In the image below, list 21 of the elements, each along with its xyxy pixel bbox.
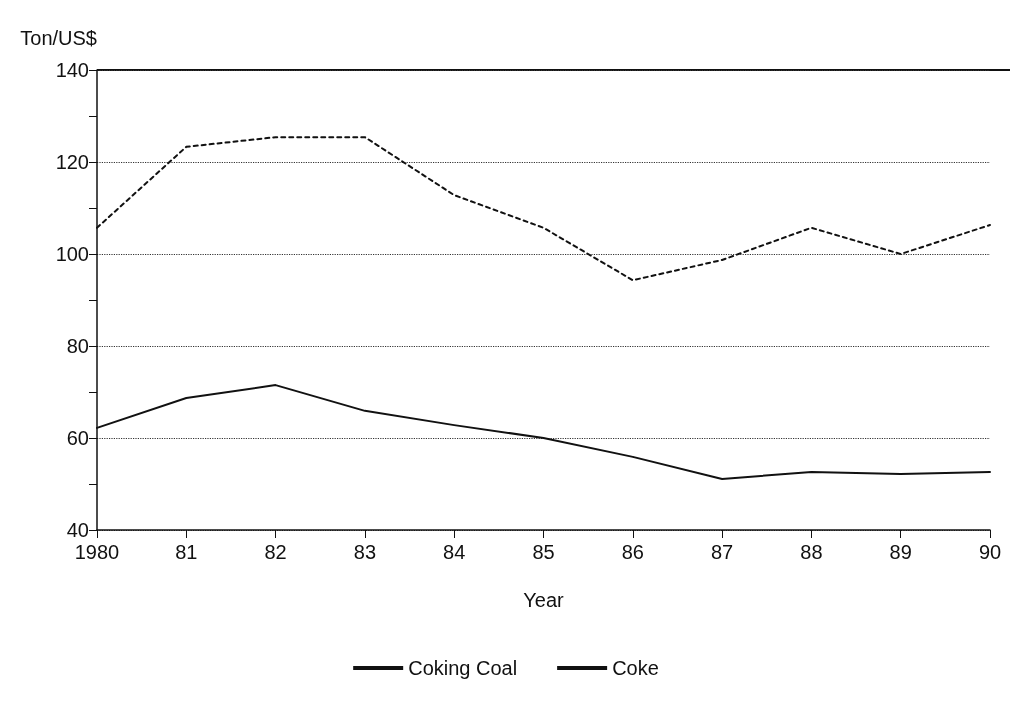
legend-label: Coking Coal: [408, 657, 518, 679]
y-tick-label: 60: [66, 427, 89, 449]
x-tick-label: 89: [889, 541, 912, 563]
x-tick-label: 86: [621, 541, 644, 563]
x-tick-label: 85: [532, 541, 555, 563]
y-axis-title: Ton/US$: [20, 27, 97, 49]
x-tick-label: 81: [175, 541, 198, 563]
y-tick-label: 140: [55, 59, 89, 81]
y-tick-label: 120: [55, 151, 89, 173]
y-tick-label: 40: [66, 519, 89, 541]
y-tick-label: 80: [66, 335, 89, 357]
legend-label: Coke: [612, 657, 659, 679]
x-tick-label: 83: [353, 541, 377, 563]
x-tick-label: 88: [800, 541, 823, 563]
x-axis-title: Year: [523, 589, 565, 611]
x-tick-label: 1980: [74, 541, 120, 563]
x-tick-label: 87: [710, 541, 734, 563]
y-tick-label: 100: [55, 243, 89, 265]
x-tick-label: 84: [443, 541, 466, 563]
x-tick-label: 90: [978, 541, 1002, 563]
x-tick-label: 82: [264, 541, 287, 563]
